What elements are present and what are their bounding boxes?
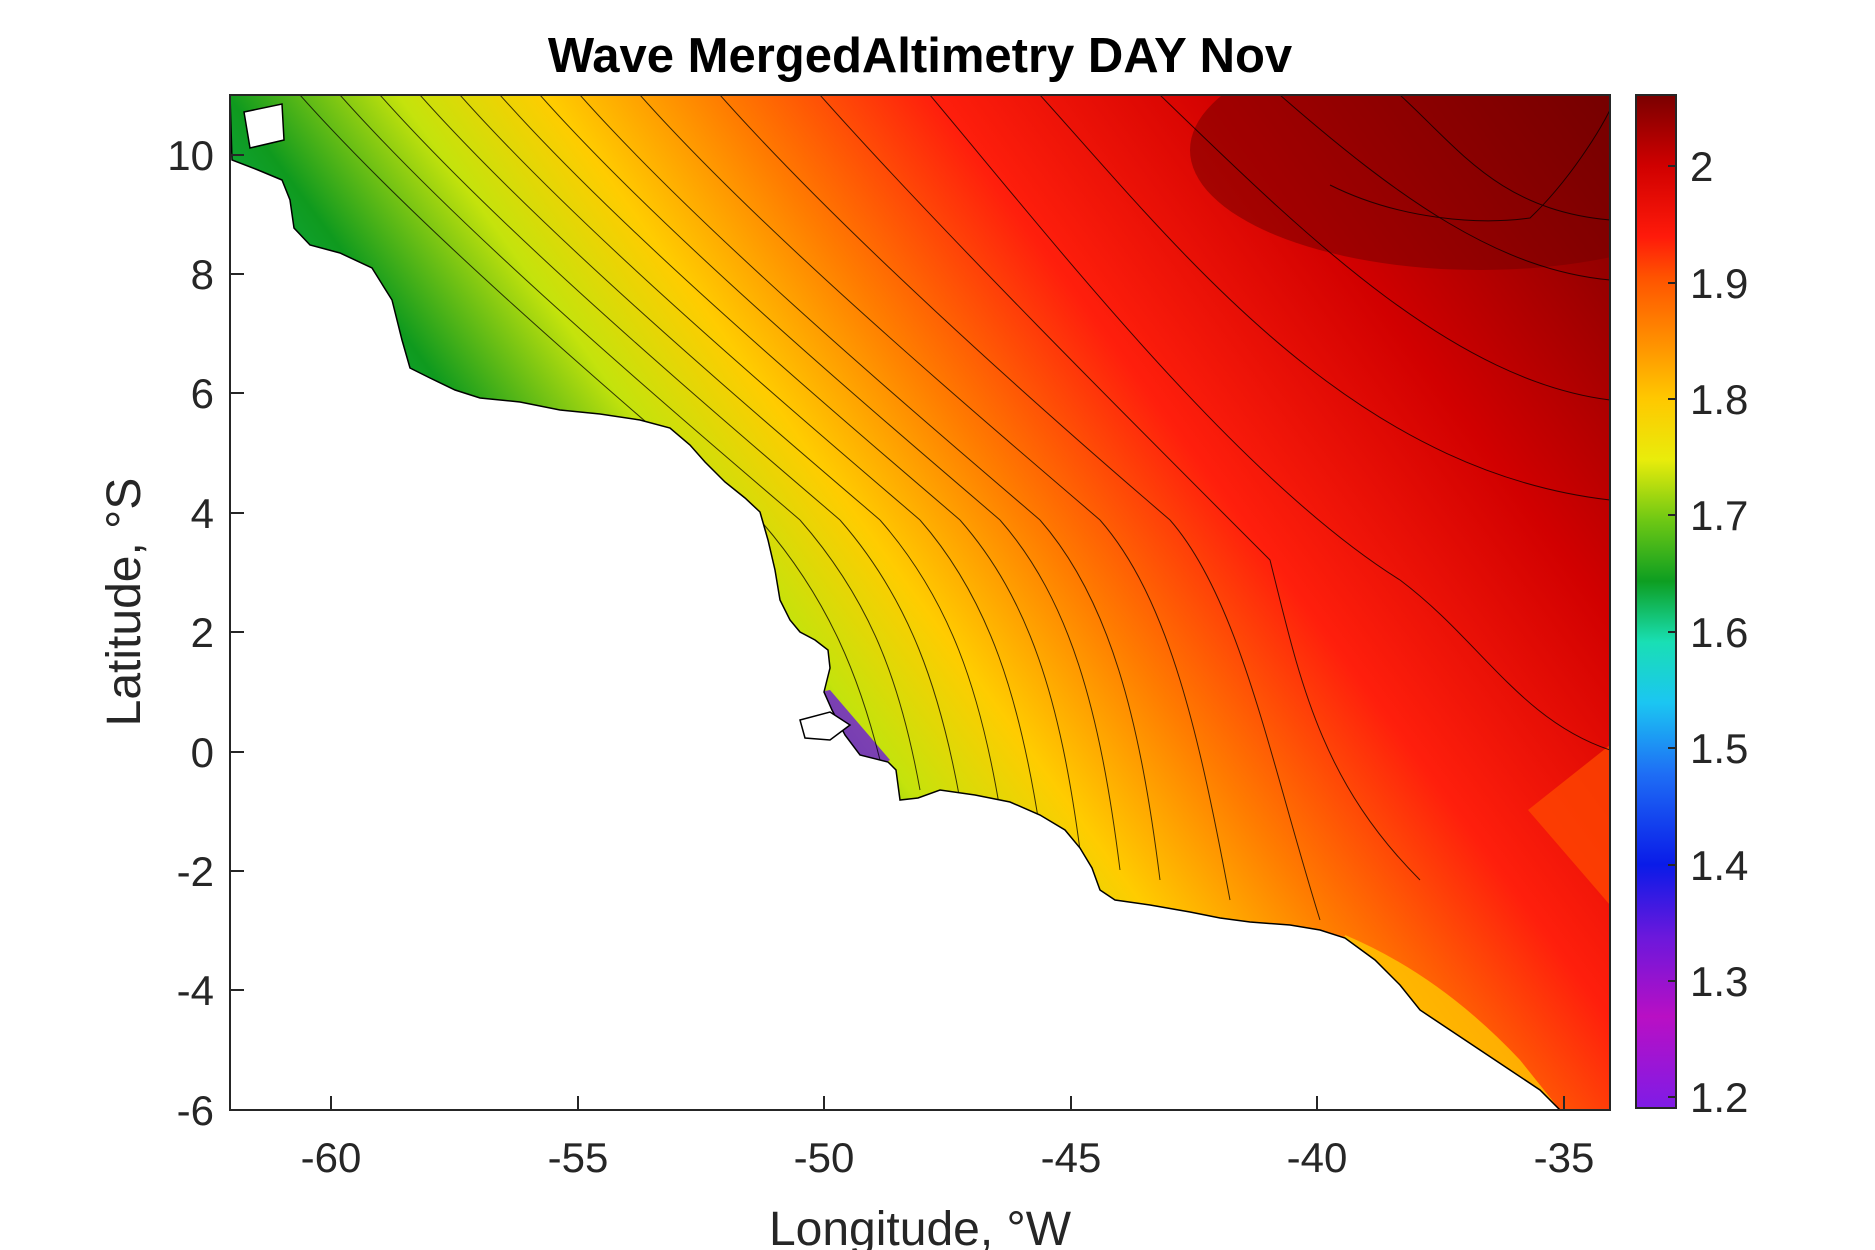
colorbar-gradient: [1635, 94, 1677, 1109]
y-axis-label: Latitude, °S: [98, 478, 151, 727]
y-tick-label: 0: [191, 729, 214, 776]
y-tick-labels: -6 -4 -2 0 2 4 6 8 10: [167, 132, 214, 1134]
y-tick-label: 2: [191, 609, 214, 656]
y-ticks: [230, 154, 244, 1111]
x-tick-label: -55: [548, 1134, 609, 1181]
trinidad-island: [243, 103, 285, 149]
x-tick-label: -60: [301, 1134, 362, 1181]
x-tick-labels: -60 -55 -50 -45 -40 -35: [301, 1134, 1595, 1181]
colorbar-tick-label: 1.3: [1690, 958, 1748, 1005]
x-axis-label: Longitude, °W: [769, 1203, 1072, 1250]
plot-area: [230, 95, 1610, 1110]
x-tick-label: -35: [1534, 1134, 1595, 1181]
x-tick-label: -40: [1287, 1134, 1348, 1181]
colorbar-tick-label: 1.7: [1690, 492, 1748, 539]
y-tick-label: 4: [191, 490, 214, 537]
chart-title: Wave MergedAltimetry DAY Nov: [548, 29, 1293, 83]
y-tick-label: 6: [191, 370, 214, 417]
land-mass: [230, 95, 1562, 1110]
contour-lines: [299, 95, 1610, 921]
y-tick-label: -6: [177, 1087, 214, 1134]
x-tick-label: -45: [1041, 1134, 1102, 1181]
colorbar-tick-label: 1.4: [1690, 842, 1748, 889]
x-tick-label: -50: [794, 1134, 855, 1181]
y-tick-label: -2: [177, 848, 214, 895]
y-tick-label: 8: [191, 251, 214, 298]
colorbar-tick-labels: 1.2 1.3 1.4 1.5 1.6 1.7 1.8 1.9 2: [1690, 143, 1748, 1121]
plot-frame: [229, 94, 1611, 1111]
wave-height-se-bulge: [1528, 745, 1610, 905]
colorbar-tick-label: 1.6: [1690, 609, 1748, 656]
y-tick-label: 10: [167, 132, 214, 179]
x-ticks: [330, 1096, 1565, 1110]
estuary-island: [799, 711, 852, 741]
y-tick-label: -4: [177, 967, 214, 1014]
colorbar-tick-label: 1.9: [1690, 260, 1748, 307]
colorbar-tick-label: 1.5: [1690, 725, 1748, 772]
colorbar-tick-label: 2: [1690, 143, 1713, 190]
colorbar-ticks: [1668, 165, 1676, 1098]
colorbar-tick-label: 1.2: [1690, 1074, 1748, 1121]
wave-height-maximum: [1190, 95, 1610, 270]
colorbar-tick-label: 1.8: [1690, 376, 1748, 423]
colorbar: 1.2 1.3 1.4 1.5 1.6 1.7 1.8 1.9 2: [1635, 94, 1748, 1121]
